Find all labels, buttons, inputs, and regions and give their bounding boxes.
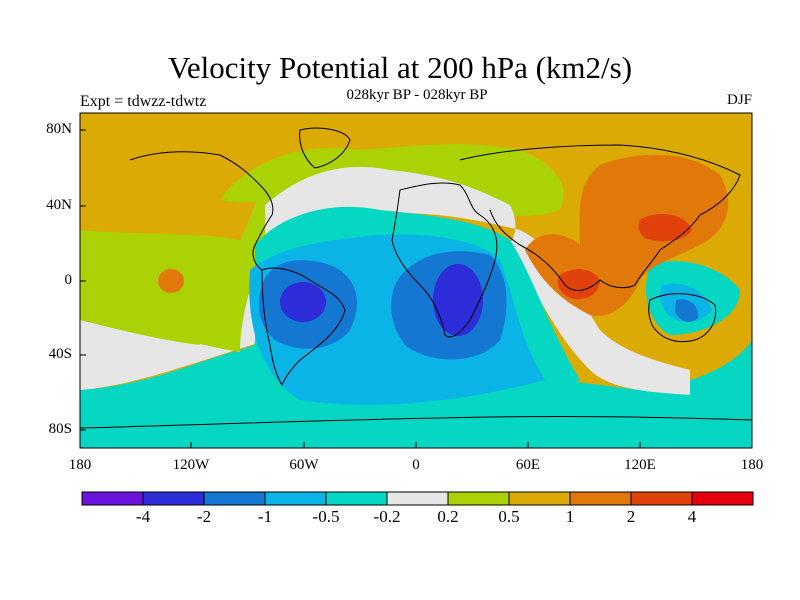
lon-label-180e: 180 xyxy=(740,457,764,473)
season-label: DJF xyxy=(726,92,752,108)
lon-label-60e: 60E xyxy=(515,457,541,473)
coastline-australia xyxy=(648,293,717,343)
plot-subtitle: 028kyr BP - 028kyr BP xyxy=(346,87,488,103)
lat-label-80s: 80S xyxy=(48,421,72,437)
colorbar-swatch-6 xyxy=(447,491,510,506)
colorbar-label-0.2: 0.2 xyxy=(437,507,459,526)
coastline-antarctica xyxy=(80,416,752,429)
colorbar-swatch-5 xyxy=(386,491,449,506)
colorbar-label-neg2: -2 xyxy=(196,507,212,526)
experiment-label: Expt = tdwzz-tdwtz xyxy=(80,93,207,110)
colorbar-swatch-4 xyxy=(325,491,388,506)
coastlines xyxy=(80,127,752,429)
colorbar-label-neg0.2: -0.2 xyxy=(373,507,401,526)
colorbar-swatch-2 xyxy=(203,491,266,506)
field-core-south-america xyxy=(280,282,326,322)
coastline-south-america xyxy=(261,267,346,387)
axis-ticks xyxy=(80,129,641,448)
lon-label-120w: 120W xyxy=(172,457,210,473)
colorbar-label-1: 1 xyxy=(565,507,575,526)
colorbar xyxy=(81,491,754,506)
lon-label-120e: 120E xyxy=(624,457,656,473)
colorbar-swatch-10 xyxy=(691,491,754,506)
field-band-pacific-positive xyxy=(80,150,360,352)
colorbar-label-4: 4 xyxy=(687,507,697,526)
lat-label-40s: 40S xyxy=(48,346,72,362)
lat-label-0: 0 xyxy=(64,272,73,288)
field-band-east-pacific-green xyxy=(80,278,200,345)
lon-label-180w: 180 xyxy=(68,457,92,473)
lat-label-80n: 80N xyxy=(46,121,72,137)
field-band-atlantic-neutral xyxy=(265,166,690,395)
coastline-eurasia xyxy=(459,144,741,291)
colorbar-swatch-3 xyxy=(264,491,327,506)
coastline-europe-africa xyxy=(391,182,498,338)
colorbar-swatch-1 xyxy=(142,491,205,506)
colorbar-swatch-0 xyxy=(81,491,144,506)
field-pocket-pacific xyxy=(158,269,184,293)
coastline-north-america xyxy=(129,151,274,271)
colorbar-label-2: 2 xyxy=(626,507,636,526)
field-band-asia-core-2 xyxy=(638,214,692,242)
lon-label-60w: 60W xyxy=(289,457,319,473)
lat-label-40n: 40N xyxy=(46,197,72,213)
field-band-asia-core-1 xyxy=(557,269,600,300)
coastline-greenland xyxy=(299,127,351,169)
colorbar-label-neg1: -1 xyxy=(257,507,273,526)
colorbar-swatch-9 xyxy=(630,491,693,506)
field-band-australia-strong xyxy=(675,299,699,322)
lon-label-0: 0 xyxy=(412,457,420,473)
plot-title: Velocity Potential at 200 hPa (km2/s) xyxy=(167,50,633,85)
colorbar-label-neg4: -4 xyxy=(135,507,151,526)
colorbar-label-0.5: 0.5 xyxy=(498,507,520,526)
field-core-africa xyxy=(433,264,483,336)
colorbar-swatch-7 xyxy=(508,491,571,506)
colorbar-label-neg0.5: -0.5 xyxy=(312,507,340,526)
colorbar-swatch-8 xyxy=(569,491,632,506)
